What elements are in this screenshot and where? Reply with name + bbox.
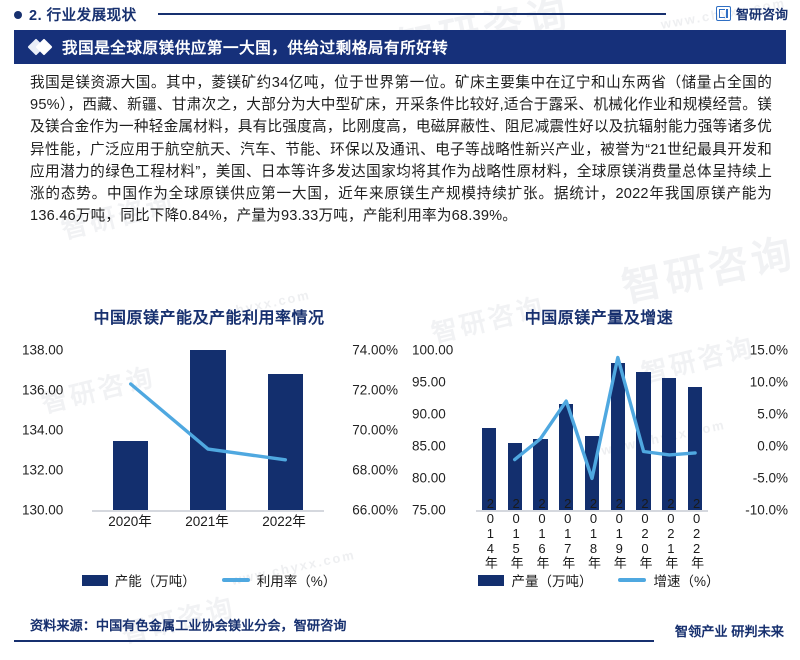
bar xyxy=(662,377,677,510)
banner-title: 我国是全球原镁供应第一大国，供给过剩格局有所好转 xyxy=(62,40,449,57)
slide-header: 2. 行业发展现状 智研咨询 xyxy=(0,0,800,28)
x-axis-line xyxy=(476,510,708,512)
legend-swatch-bar-icon xyxy=(81,574,108,586)
bar-series xyxy=(476,342,708,510)
source-note: 资料来源：中国有色金属工业协会镁业分会，智研咨询 xyxy=(30,618,347,633)
legend-swatch-line-icon xyxy=(221,578,250,582)
chart-output: 中国原镁产量及增速 100.00 95.00 90.00 85.00 80.00… xyxy=(404,296,794,596)
brand-logo-icon xyxy=(715,6,731,21)
body-paragraph: 我国是镁资源大国。其中，菱镁矿约34亿吨，位于世界第一位。矿床主要集中在辽宁和山… xyxy=(30,75,772,225)
y-axis-tick-right: 0.0% xyxy=(757,438,788,454)
x-axis-tick: 2014年 xyxy=(482,496,498,569)
line-series xyxy=(128,382,287,462)
bar xyxy=(481,428,496,510)
brand-logo: 智研咨询 xyxy=(715,4,788,23)
legend-item-line[interactable]: 利用率（%） xyxy=(221,570,337,590)
y-axis-tick-left: 90.00 xyxy=(412,406,446,422)
chart-title: 中国原镁产量及增速 xyxy=(524,310,674,327)
bar xyxy=(507,442,522,510)
line-path xyxy=(512,355,697,481)
y-axis-tick-right: 74.00% xyxy=(352,342,398,358)
y-axis-tick-right: -10.0% xyxy=(745,502,788,518)
y-axis-tick-left: 132.00 xyxy=(22,462,64,478)
chart-legend: 产能（万吨） 利用率（%） xyxy=(14,570,404,590)
x-axis-tick: 2021年 xyxy=(663,496,679,569)
x-axis-tick: 2022年 xyxy=(689,496,705,569)
y-axis-tick-left: 75.00 xyxy=(412,502,446,518)
y-axis-tick-right: 68.00% xyxy=(352,462,398,478)
legend-swatch-bar-icon xyxy=(478,574,505,586)
y-axis-tick-left: 80.00 xyxy=(412,470,446,486)
legend-label: 产能（万吨） xyxy=(114,574,196,589)
diamond-icon xyxy=(27,38,53,56)
bullet-icon xyxy=(14,10,22,19)
section-heading: 2. 行业发展现状 xyxy=(14,4,137,25)
bar xyxy=(610,362,625,510)
line-series xyxy=(512,355,697,481)
legend-item-line[interactable]: 增速（%） xyxy=(618,570,720,590)
y-axis-tick-right: 10.0% xyxy=(749,374,788,390)
bar xyxy=(688,386,703,510)
legend-label: 利用率（%） xyxy=(256,574,337,589)
y-axis-tick-left: 134.00 xyxy=(22,422,64,438)
footer-divider xyxy=(14,640,654,642)
y-axis-tick-left: 100.00 xyxy=(412,342,454,358)
brand-name: 智研咨询 xyxy=(735,7,788,22)
y-axis-tick-right: 66.00% xyxy=(352,502,398,518)
bar xyxy=(190,349,226,510)
line-path xyxy=(128,382,287,462)
bar-series xyxy=(92,342,324,510)
bar xyxy=(112,440,149,510)
bar xyxy=(267,374,304,510)
chart-plot-area: 138.00 136.00 134.00 132.00 130.00 74.00… xyxy=(14,342,404,532)
legend-label: 增速（%） xyxy=(653,574,720,589)
x-axis-tick: 2020年 xyxy=(637,496,653,569)
y-axis-tick-left: 95.00 xyxy=(412,374,446,390)
legend-item-bar[interactable]: 产量（万吨） xyxy=(478,570,592,590)
legend-swatch-line-icon xyxy=(618,578,647,582)
x-axis-tick: 2017年 xyxy=(560,496,576,569)
y-axis-tick-left: 85.00 xyxy=(412,438,446,454)
footer-slogan: 智领产业 研判未来 xyxy=(674,624,784,639)
y-axis-tick-left: 138.00 xyxy=(22,342,64,358)
x-axis-tick: 2020年 xyxy=(108,514,152,529)
y-axis-tick-right: -5.0% xyxy=(752,470,788,486)
chart-capacity: 中国原镁产能及产能利用率情况 138.00 136.00 134.00 132.… xyxy=(14,296,404,596)
legend-item-bar[interactable]: 产能（万吨） xyxy=(81,570,196,590)
chart-title: 中国原镁产能及产能利用率情况 xyxy=(93,310,325,327)
x-axis-line xyxy=(92,510,324,512)
legend-label: 产量（万吨） xyxy=(511,574,593,589)
x-axis-tick: 2018年 xyxy=(586,496,601,569)
y-axis-tick-left: 130.00 xyxy=(22,502,64,518)
y-axis-tick-right: 70.00% xyxy=(352,422,398,438)
section-label: 2. 行业发展现状 xyxy=(29,8,137,24)
chart-legend: 产量（万吨） 增速（%） xyxy=(404,570,794,590)
x-axis-tick: 2021年 xyxy=(185,514,229,529)
y-axis-tick-left: 136.00 xyxy=(22,382,64,398)
bar xyxy=(636,371,651,510)
bar xyxy=(533,439,548,510)
y-axis-tick-right: 5.0% xyxy=(757,406,788,422)
x-axis-tick: 2022年 xyxy=(262,514,306,529)
x-axis-tick: 2019年 xyxy=(611,496,627,569)
chart-plot-area: 100.00 95.00 90.00 85.00 80.00 75.00 15.… xyxy=(404,342,794,532)
x-axis-tick: 2016年 xyxy=(534,496,550,569)
header-divider xyxy=(158,13,666,15)
x-axis-tick: 2015年 xyxy=(508,496,524,569)
y-axis-tick-right: 72.00% xyxy=(352,382,398,398)
y-axis-tick-right: 15.0% xyxy=(749,342,788,358)
banner: 我国是全球原镁供应第一大国，供给过剩格局有所好转 xyxy=(14,30,786,64)
bar xyxy=(559,403,574,510)
